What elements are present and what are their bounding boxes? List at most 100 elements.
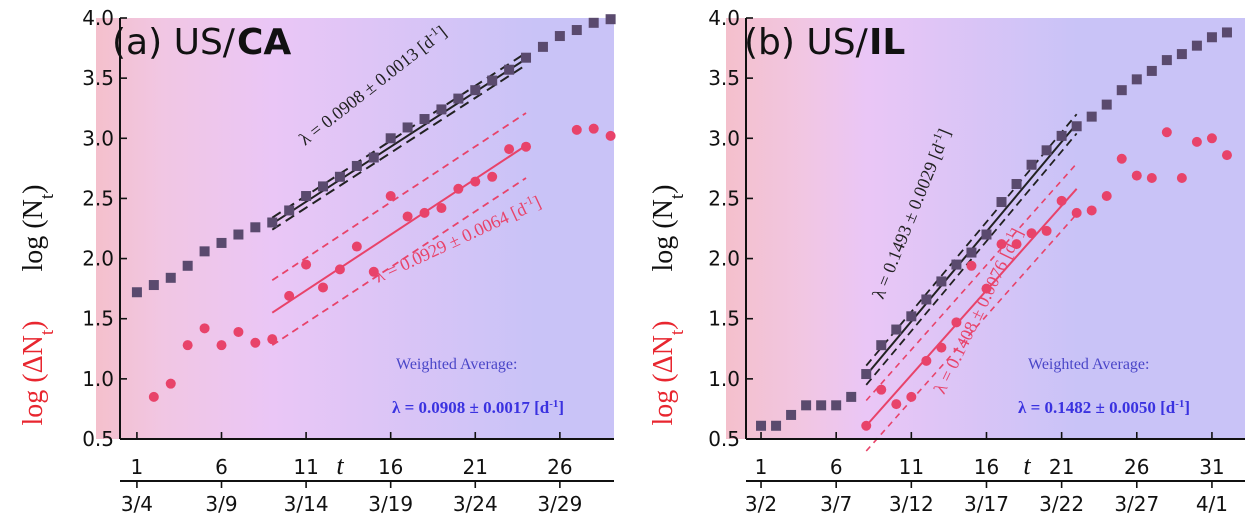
y-tick-label: 3.0 [82,126,114,150]
y-tick-label: 2.5 [708,186,740,210]
data-point-circle [951,317,962,328]
data-point-square [756,420,767,431]
y-tick-label: 0.5 [708,427,740,451]
data-point-square [1086,111,1097,122]
data-point-square [1176,49,1187,60]
data-point-square [771,420,782,431]
data-point-circle [334,264,345,275]
data-point-square [588,17,599,28]
data-point-circle [891,399,902,410]
data-point-square [936,276,947,287]
region-label: IL [869,22,905,63]
data-point-circle [1056,195,1067,206]
confidence-band-line [865,132,1078,386]
plot-background [96,18,614,439]
data-point-circle [182,340,193,351]
x-tick-label: 26 [1124,455,1149,479]
data-point-circle [267,334,278,345]
data-point-square [801,400,812,411]
date-tick-label: 3/2 [745,492,777,516]
plot-background [726,18,1245,439]
data-point-square [521,52,532,63]
y-tick-label: 4.0 [708,6,740,30]
x-tick-label: 26 [547,455,572,479]
y-tick-label: 3.0 [708,126,740,150]
x-tick-label: 16 [974,455,999,479]
data-point-circle [470,176,481,187]
data-point-square [906,311,917,322]
date-tick-label: 3/7 [820,492,852,516]
x-tick-label: 1 [755,455,768,479]
data-point-square [1041,145,1052,156]
data-point-square [284,205,295,216]
y-tick-label: 2.5 [82,186,114,210]
confidence-band-line [865,113,1078,367]
data-point-square [453,93,464,104]
data-point-square [199,246,210,257]
data-point-square [216,237,227,248]
data-point-square [921,294,932,305]
data-point-square [537,41,548,52]
data-point-circle [351,241,362,252]
data-point-circle [1176,172,1187,183]
x-tick-label: 6 [215,455,228,479]
data-point-square [981,229,992,240]
data-point-square [504,64,515,75]
data-point-circle [981,283,992,294]
data-point-circle [1011,239,1022,250]
data-point-square [996,197,1007,208]
data-point-circle [148,391,159,402]
data-point-square [846,391,857,402]
data-point-circle [504,144,515,155]
data-point-square [1011,178,1022,189]
fit-line [271,58,527,225]
data-point-circle [1206,133,1217,144]
y-tick-label: 2.0 [82,247,114,271]
data-point-circle [250,337,261,348]
x-tick-label: 21 [1049,455,1074,479]
date-tick-label: 3/29 [537,492,582,516]
data-point-circle [284,290,295,301]
data-point-circle [1086,205,1097,216]
data-point-square [605,14,616,25]
data-point-square [267,217,278,228]
data-point-square [861,369,872,380]
fit-line [271,144,527,314]
data-point-square [351,160,362,171]
x-axis-label: t [336,451,344,480]
x-tick-label: 16 [378,455,403,479]
confidence-band-line [271,64,527,231]
data-point-square [419,114,430,125]
confidence-band-line [271,52,527,219]
data-point-square [1026,159,1037,170]
data-point-square [966,247,977,258]
data-point-square [334,171,345,182]
weighted-average-value: λ = 0.0908 ± 0.0017 [d-1] [392,398,564,417]
axes: 0.51.01.52.02.53.03.54.01 6 11 16 21 26 313/2 3… [708,6,1245,516]
data-point-circle [876,384,887,395]
data-point-square [1161,55,1172,66]
data-point-square [131,287,142,298]
confidence-band-line [271,112,527,281]
date-tick-label: 3/4 [121,492,153,516]
y-tick-label: 0.5 [82,427,114,451]
data-point-circle [233,326,244,337]
data-point-circle [1041,225,1052,236]
date-tick-label: 3/14 [284,492,329,516]
data-point-square [1221,27,1232,38]
data-point-square [318,181,329,192]
data-point-circle [402,211,413,222]
data-point-circle [1116,153,1127,164]
data-point-square [402,122,413,133]
x-tick-label: 11 [293,455,318,479]
date-tick-label: 3/22 [1039,492,1084,516]
data-point-square [182,260,193,271]
data-point-circle [301,259,312,270]
date-tick-label: 3/27 [1114,492,1159,516]
panel-a: (a) US/ CA 0.51.01.52.02.53.03.54.01 6 11 1… [18,6,616,516]
data-point-square [165,272,176,283]
confidence-band-line [271,177,527,346]
data-point-circle [368,266,379,277]
data-marks [756,27,1232,452]
